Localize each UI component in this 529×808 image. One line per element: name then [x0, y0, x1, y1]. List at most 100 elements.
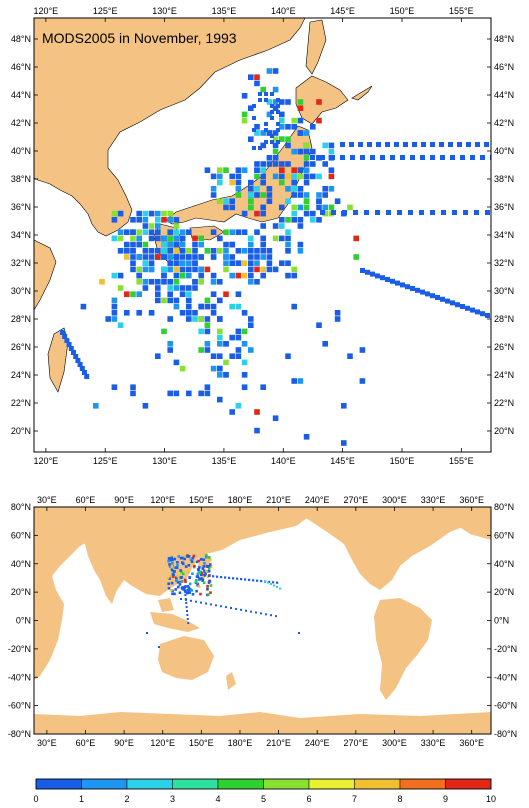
obs-cell — [270, 140, 274, 144]
obs-cell — [235, 353, 242, 359]
obs-cell — [192, 235, 198, 242]
obs-cell — [264, 128, 268, 132]
obs-cell — [217, 173, 223, 180]
obs-cell — [279, 173, 285, 180]
obs-cell — [168, 565, 172, 568]
obs-cell — [260, 223, 266, 229]
obs-cell — [256, 579, 259, 582]
obs-cell — [199, 592, 202, 596]
obs-cell — [430, 293, 435, 299]
obs-cell — [195, 600, 197, 603]
obs-cell — [172, 573, 175, 577]
obs-cell — [285, 272, 291, 279]
obs-cell — [303, 192, 310, 198]
obs-cell — [187, 589, 190, 592]
obs-cell — [235, 328, 242, 335]
map-title: MODS2005 in November, 1993 — [42, 30, 237, 46]
colorbar-segment — [126, 778, 173, 790]
obs-cell — [60, 330, 65, 335]
obs-cell — [347, 204, 353, 211]
obs-cell — [272, 173, 279, 180]
obs-cell — [270, 583, 272, 585]
lat-label-left: -80°N — [8, 729, 31, 739]
obs-cell — [291, 117, 297, 124]
obs-cell — [270, 134, 274, 138]
obs-cell — [353, 254, 359, 260]
obs-cell — [167, 557, 171, 560]
australia-landmass — [158, 636, 214, 680]
obs-cell — [260, 204, 266, 211]
obs-cell — [270, 116, 274, 120]
obs-cell — [297, 99, 304, 105]
obs-cell — [248, 179, 254, 186]
obs-cell — [272, 148, 279, 155]
obs-cell — [161, 248, 167, 254]
obs-cell — [303, 198, 310, 204]
obs-cell — [142, 210, 149, 217]
obs-cell — [291, 210, 297, 217]
obs-cell — [254, 254, 260, 260]
obs-cell — [161, 217, 167, 223]
lat-label-right: 42°N — [494, 118, 514, 128]
lon-label-bottom: 60°E — [76, 738, 96, 748]
obs-cell — [450, 155, 455, 160]
obs-cell — [235, 607, 237, 610]
obs-cell — [210, 254, 217, 260]
new-zealand-islands — [226, 672, 236, 690]
obs-cell — [229, 173, 235, 180]
obs-cell — [254, 229, 260, 235]
lon-label-top: 180°E — [228, 495, 253, 505]
obs-cell — [186, 260, 192, 266]
obs-cell — [170, 565, 174, 568]
obs-cell — [167, 297, 173, 304]
obs-cell — [273, 584, 275, 587]
obs-cell — [342, 210, 347, 215]
obs-cell — [229, 272, 235, 279]
obs-cell — [136, 310, 142, 316]
obs-cell — [291, 303, 297, 310]
obs-cell — [430, 142, 435, 147]
obs-cell — [176, 561, 179, 564]
obs-cell — [217, 279, 223, 285]
obs-cell — [291, 167, 297, 173]
obs-cell — [248, 235, 254, 242]
obs-cell — [235, 186, 242, 192]
obs-cell — [192, 554, 196, 558]
obs-cell — [341, 440, 347, 446]
obs-cell — [173, 254, 180, 260]
obs-cell — [207, 569, 211, 573]
lat-label-left: 48°N — [11, 34, 31, 44]
obs-cell — [297, 204, 304, 211]
obs-cell — [136, 291, 142, 297]
obs-cell — [254, 266, 260, 273]
obs-cell — [117, 285, 124, 291]
obs-cell — [328, 167, 335, 173]
obs-cell — [279, 167, 285, 173]
obs-cell — [285, 248, 291, 254]
obs-cell — [130, 260, 136, 266]
obs-cell — [330, 155, 335, 160]
lon-label-bottom: 270°E — [344, 738, 369, 748]
colorbar-segment — [81, 778, 128, 790]
lon-label-bottom: 210°E — [266, 738, 291, 748]
obs-cell — [223, 241, 229, 248]
obs-cell — [171, 592, 174, 596]
obs-cell — [328, 148, 335, 155]
obs-cell — [322, 161, 328, 167]
obs-cell — [285, 217, 291, 223]
obs-cell — [186, 266, 192, 273]
obs-cell — [267, 581, 269, 584]
obs-cell — [279, 217, 285, 223]
obs-cell — [173, 235, 180, 242]
obs-cell — [217, 297, 223, 304]
obs-cell — [291, 192, 297, 198]
obs-cell — [189, 558, 193, 562]
obs-cell — [179, 272, 186, 279]
obs-cell — [170, 581, 174, 585]
obs-cell — [470, 155, 475, 160]
obs-cell — [148, 254, 155, 260]
obs-cell — [279, 587, 281, 590]
lon-label-top: 90°E — [114, 495, 134, 505]
obs-cell — [204, 297, 211, 304]
obs-cell — [194, 580, 198, 583]
